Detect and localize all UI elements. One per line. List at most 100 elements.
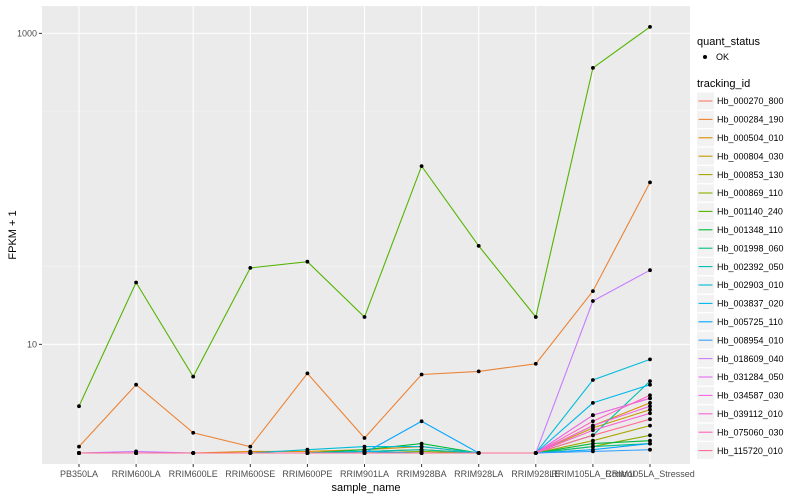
data-point-Hb_000504_010-10	[648, 401, 652, 405]
data-point-Hb_000869_110-10	[648, 433, 652, 438]
legend-key-ok	[703, 55, 707, 59]
data-point-Hb_115720_010-8	[533, 451, 538, 455]
x-tick-label-10: RRIM105LA_Stressed	[605, 469, 695, 479]
data-point-Hb_003837_020-9	[591, 401, 595, 405]
data-point-Hb_001140_240-10	[648, 25, 652, 29]
legend-title-quant-status: quant_status	[697, 36, 760, 48]
legend-label-Hb_001348_110: Hb_001348_110	[717, 225, 783, 235]
data-point-Hb_001998_060-9	[591, 444, 595, 449]
grid	[42, 6, 690, 464]
data-point-Hb_002903_010-9	[591, 378, 595, 382]
data-point-Hb_001140_240-9	[591, 66, 595, 70]
y-axis-title: FPKM + 1	[7, 210, 19, 259]
data-point-Hb_005725_110-10	[648, 441, 652, 446]
data-point-Hb_018609_040-9	[591, 299, 595, 303]
data-point-Hb_000284_190-8	[533, 361, 538, 366]
data-point-Hb_115720_010-7	[476, 451, 481, 455]
data-point-Hb_075060_030-10	[648, 393, 652, 398]
data-point-Hb_001140_240-3	[248, 266, 253, 270]
data-point-Hb_115720_010-1	[134, 451, 139, 455]
x-axis-title: sample_name	[331, 482, 400, 494]
legend-label-Hb_034587_030: Hb_034587_030	[717, 391, 784, 401]
legend-label-Hb_002903_010: Hb_002903_010	[717, 280, 784, 290]
data-point-Hb_000284_190-3	[248, 444, 253, 449]
data-point-Hb_000284_190-10	[648, 180, 652, 185]
data-point-Hb_075060_030-9	[591, 419, 595, 424]
data-point-Hb_000284_190-6	[419, 372, 424, 377]
data-point-Hb_000284_190-2	[191, 430, 196, 435]
panel-background	[42, 6, 690, 464]
data-point-Hb_115720_010-0	[77, 451, 81, 455]
data-point-Hb_000853_130-10	[648, 423, 652, 428]
x-tick-label-6: RRIM928BA	[397, 469, 447, 479]
data-point-Hb_000804_030-10	[648, 407, 652, 412]
data-point-Hb_000284_190-5	[362, 436, 367, 440]
data-point-Hb_002903_010-10	[648, 357, 652, 362]
legend-label-Hb_000869_110: Hb_000869_110	[717, 188, 783, 198]
legend-label-Hb_115720_010: Hb_115720_010	[717, 446, 783, 456]
legend-label-Hb_000270_800: Hb_000270_800	[717, 96, 784, 106]
x-tick-label-9: RRIM105LA_Control	[551, 469, 634, 479]
x-tick-label-7: RRIM928LA	[454, 469, 503, 479]
data-point-Hb_018609_040-10	[648, 268, 652, 273]
data-point-Hb_008954_010-10	[648, 447, 652, 452]
legend: quant_status OK tracking_id Hb_000270_80…	[697, 36, 784, 460]
x-tick-label-1: RRIM600LA	[112, 469, 161, 479]
data-point-Hb_002392_050-10	[648, 379, 652, 383]
y-tick-label-0: 10	[27, 339, 37, 349]
data-point-Hb_001140_240-4	[305, 259, 310, 264]
x-tick-label-8: RRIM928LE	[511, 469, 560, 479]
data-point-Hb_008954_010-9	[591, 449, 595, 454]
legend-label-Hb_075060_030: Hb_075060_030	[717, 427, 784, 437]
legend-label-Hb_003837_020: Hb_003837_020	[717, 299, 784, 309]
data-point-Hb_000853_130-9	[591, 438, 595, 443]
x-tick-label-4: RRIM600PE	[282, 469, 332, 479]
data-point-Hb_000284_190-0	[77, 444, 81, 449]
data-point-Hb_000284_190-9	[591, 289, 595, 293]
data-point-Hb_034587_030-10	[648, 404, 652, 409]
data-point-Hb_001140_240-7	[476, 244, 481, 248]
data-point-Hb_001348_110-9	[591, 441, 595, 446]
data-point-Hb_039112_010-9	[591, 428, 595, 433]
data-points	[77, 25, 652, 455]
data-point-Hb_002392_050-6	[419, 447, 424, 452]
data-point-Hb_001140_240-5	[362, 315, 367, 319]
legend-title-tracking-id: tracking_id	[697, 78, 750, 90]
x-tick-label-3: RRIM600SE	[225, 469, 275, 479]
legend-label-ok: OK	[716, 52, 729, 62]
legend-label-Hb_005725_110: Hb_005725_110	[717, 317, 783, 327]
legend-label-Hb_000853_130: Hb_000853_130	[717, 170, 784, 180]
data-point-Hb_001140_240-1	[134, 280, 139, 285]
x-tick-label-0: PB350LA	[60, 469, 98, 479]
data-point-Hb_002903_010-4	[305, 447, 310, 452]
x-tick-label-2: RRIM600LE	[169, 469, 218, 479]
data-point-Hb_001140_240-6	[419, 164, 424, 169]
legend-label-Hb_001140_240: Hb_001140_240	[717, 207, 783, 217]
legend-label-Hb_039112_010: Hb_039112_010	[717, 409, 783, 419]
data-point-Hb_115720_010-4	[305, 451, 310, 455]
data-point-Hb_115720_010-6	[419, 451, 424, 455]
x-axis: PB350LA RRIM600LA RRIM600LE RRIM600SE RRIM60…	[60, 464, 695, 479]
data-point-Hb_002903_010-5	[362, 444, 367, 449]
legend-label-Hb_031284_050: Hb_031284_050	[717, 372, 784, 382]
data-point-Hb_002903_010-6	[419, 444, 424, 449]
legend-items: Hb_000270_800 Hb_000284_190 Hb_000504_010 H…	[697, 92, 784, 460]
data-point-Hb_115720_010-10	[648, 417, 652, 422]
data-point-Hb_031284_050-9	[591, 413, 595, 418]
data-point-Hb_031284_050-10	[648, 396, 652, 401]
data-point-Hb_000284_190-1	[134, 382, 139, 387]
legend-label-Hb_000504_010: Hb_000504_010	[717, 133, 784, 143]
data-point-Hb_115720_010-3	[248, 451, 253, 455]
data-point-Hb_003837_020-10	[648, 382, 652, 387]
data-point-Hb_034587_030-9	[591, 423, 595, 428]
data-point-Hb_000284_190-4	[305, 371, 310, 376]
data-point-Hb_001140_240-8	[533, 315, 538, 319]
x-tick-label-5: RRIM901LA	[340, 469, 389, 479]
legend-label-Hb_000284_190: Hb_000284_190	[717, 115, 784, 125]
data-point-Hb_115720_010-2	[191, 451, 196, 455]
data-point-Hb_000284_190-7	[476, 369, 481, 374]
legend-label-Hb_002392_050: Hb_002392_050	[717, 262, 784, 272]
y-axis: 10 1000	[17, 28, 42, 349]
data-point-Hb_115720_010-9	[591, 433, 595, 438]
legend-label-Hb_008954_010: Hb_008954_010	[717, 335, 784, 345]
